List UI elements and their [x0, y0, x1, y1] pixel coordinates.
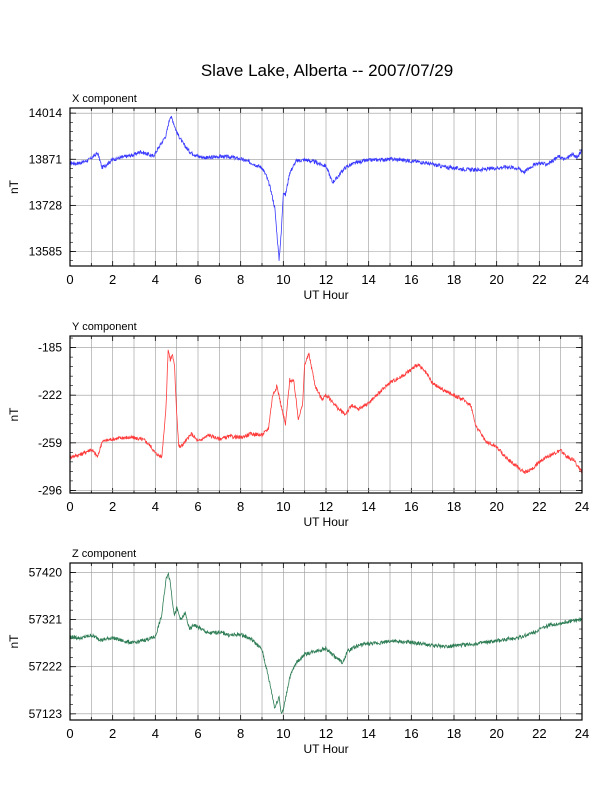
x-tick-label: 20	[489, 499, 503, 514]
x-tick-label: 22	[532, 726, 546, 741]
x-tick-label: 6	[194, 726, 201, 741]
y-tick-label: 57123	[29, 707, 63, 721]
x-tick-label: 4	[152, 499, 159, 514]
plot-frame	[69, 562, 583, 721]
x-tick-label: 2	[109, 272, 116, 287]
x-tick-label: 14	[361, 272, 375, 287]
y-axis-label: nT	[7, 407, 21, 422]
x-tick-label: 8	[237, 726, 244, 741]
plot-frame	[69, 107, 583, 267]
x-tick-label: 16	[404, 726, 418, 741]
y-tick-label: 57420	[29, 566, 63, 580]
panel-label: Z component	[72, 548, 136, 560]
y-tick-label: -259	[38, 436, 62, 450]
x-tick-label: 22	[532, 499, 546, 514]
chart-title: Slave Lake, Alberta -- 2007/07/29	[201, 61, 453, 80]
x-tick-label: 18	[447, 726, 461, 741]
y-tick-label: 57222	[29, 660, 63, 674]
x-tick-label: 2	[109, 726, 116, 741]
x-tick-label: 0	[66, 726, 73, 741]
x-tick-label: 24	[575, 726, 589, 741]
x-tick-label: 4	[152, 272, 159, 287]
data-line	[69, 349, 583, 475]
x-tick-label: 10	[276, 499, 290, 514]
y-tick-label: 13728	[29, 198, 63, 212]
y-axis-label: nT	[7, 634, 21, 649]
y-axis-label: nT	[7, 179, 21, 194]
y-tick-label: 13871	[29, 152, 63, 166]
x-tick-label: 10	[276, 726, 290, 741]
x-tick-label: 10	[276, 272, 290, 287]
x-tick-label: 0	[66, 272, 73, 287]
y-tick-label: -185	[38, 341, 62, 355]
x-tick-label: 18	[447, 499, 461, 514]
data-line	[69, 571, 583, 715]
plot-frame	[69, 335, 583, 494]
x-tick-label: 0	[66, 499, 73, 514]
y-tick-label: 57321	[29, 613, 63, 627]
x-tick-label: 16	[404, 499, 418, 514]
x-tick-label: 24	[575, 499, 589, 514]
panel-label: X component	[72, 93, 137, 105]
x-tick-label: 20	[489, 272, 503, 287]
x-axis-label: UT Hour	[303, 515, 348, 529]
x-tick-label: 12	[319, 726, 333, 741]
x-tick-label: 12	[319, 272, 333, 287]
x-tick-label: 14	[361, 499, 375, 514]
x-tick-label: 4	[152, 726, 159, 741]
x-tick-label: 12	[319, 499, 333, 514]
y-tick-label: 13585	[29, 244, 63, 258]
x-tick-label: 22	[532, 272, 546, 287]
x-tick-label: 14	[361, 726, 375, 741]
y-tick-label: -222	[38, 388, 62, 402]
x-tick-label: 20	[489, 726, 503, 741]
x-tick-label: 6	[194, 272, 201, 287]
y-tick-label: -296	[38, 483, 62, 497]
x-axis-label: UT Hour	[303, 742, 348, 756]
x-tick-label: 6	[194, 499, 201, 514]
data-line	[69, 115, 583, 261]
x-tick-label: 16	[404, 272, 418, 287]
panel-label: Y component	[72, 321, 137, 333]
x-tick-label: 2	[109, 499, 116, 514]
y-tick-label: 14014	[29, 106, 63, 120]
x-tick-label: 18	[447, 272, 461, 287]
x-tick-label: 24	[575, 272, 589, 287]
x-tick-label: 8	[237, 272, 244, 287]
x-tick-label: 8	[237, 499, 244, 514]
x-axis-label: UT Hour	[303, 288, 348, 302]
